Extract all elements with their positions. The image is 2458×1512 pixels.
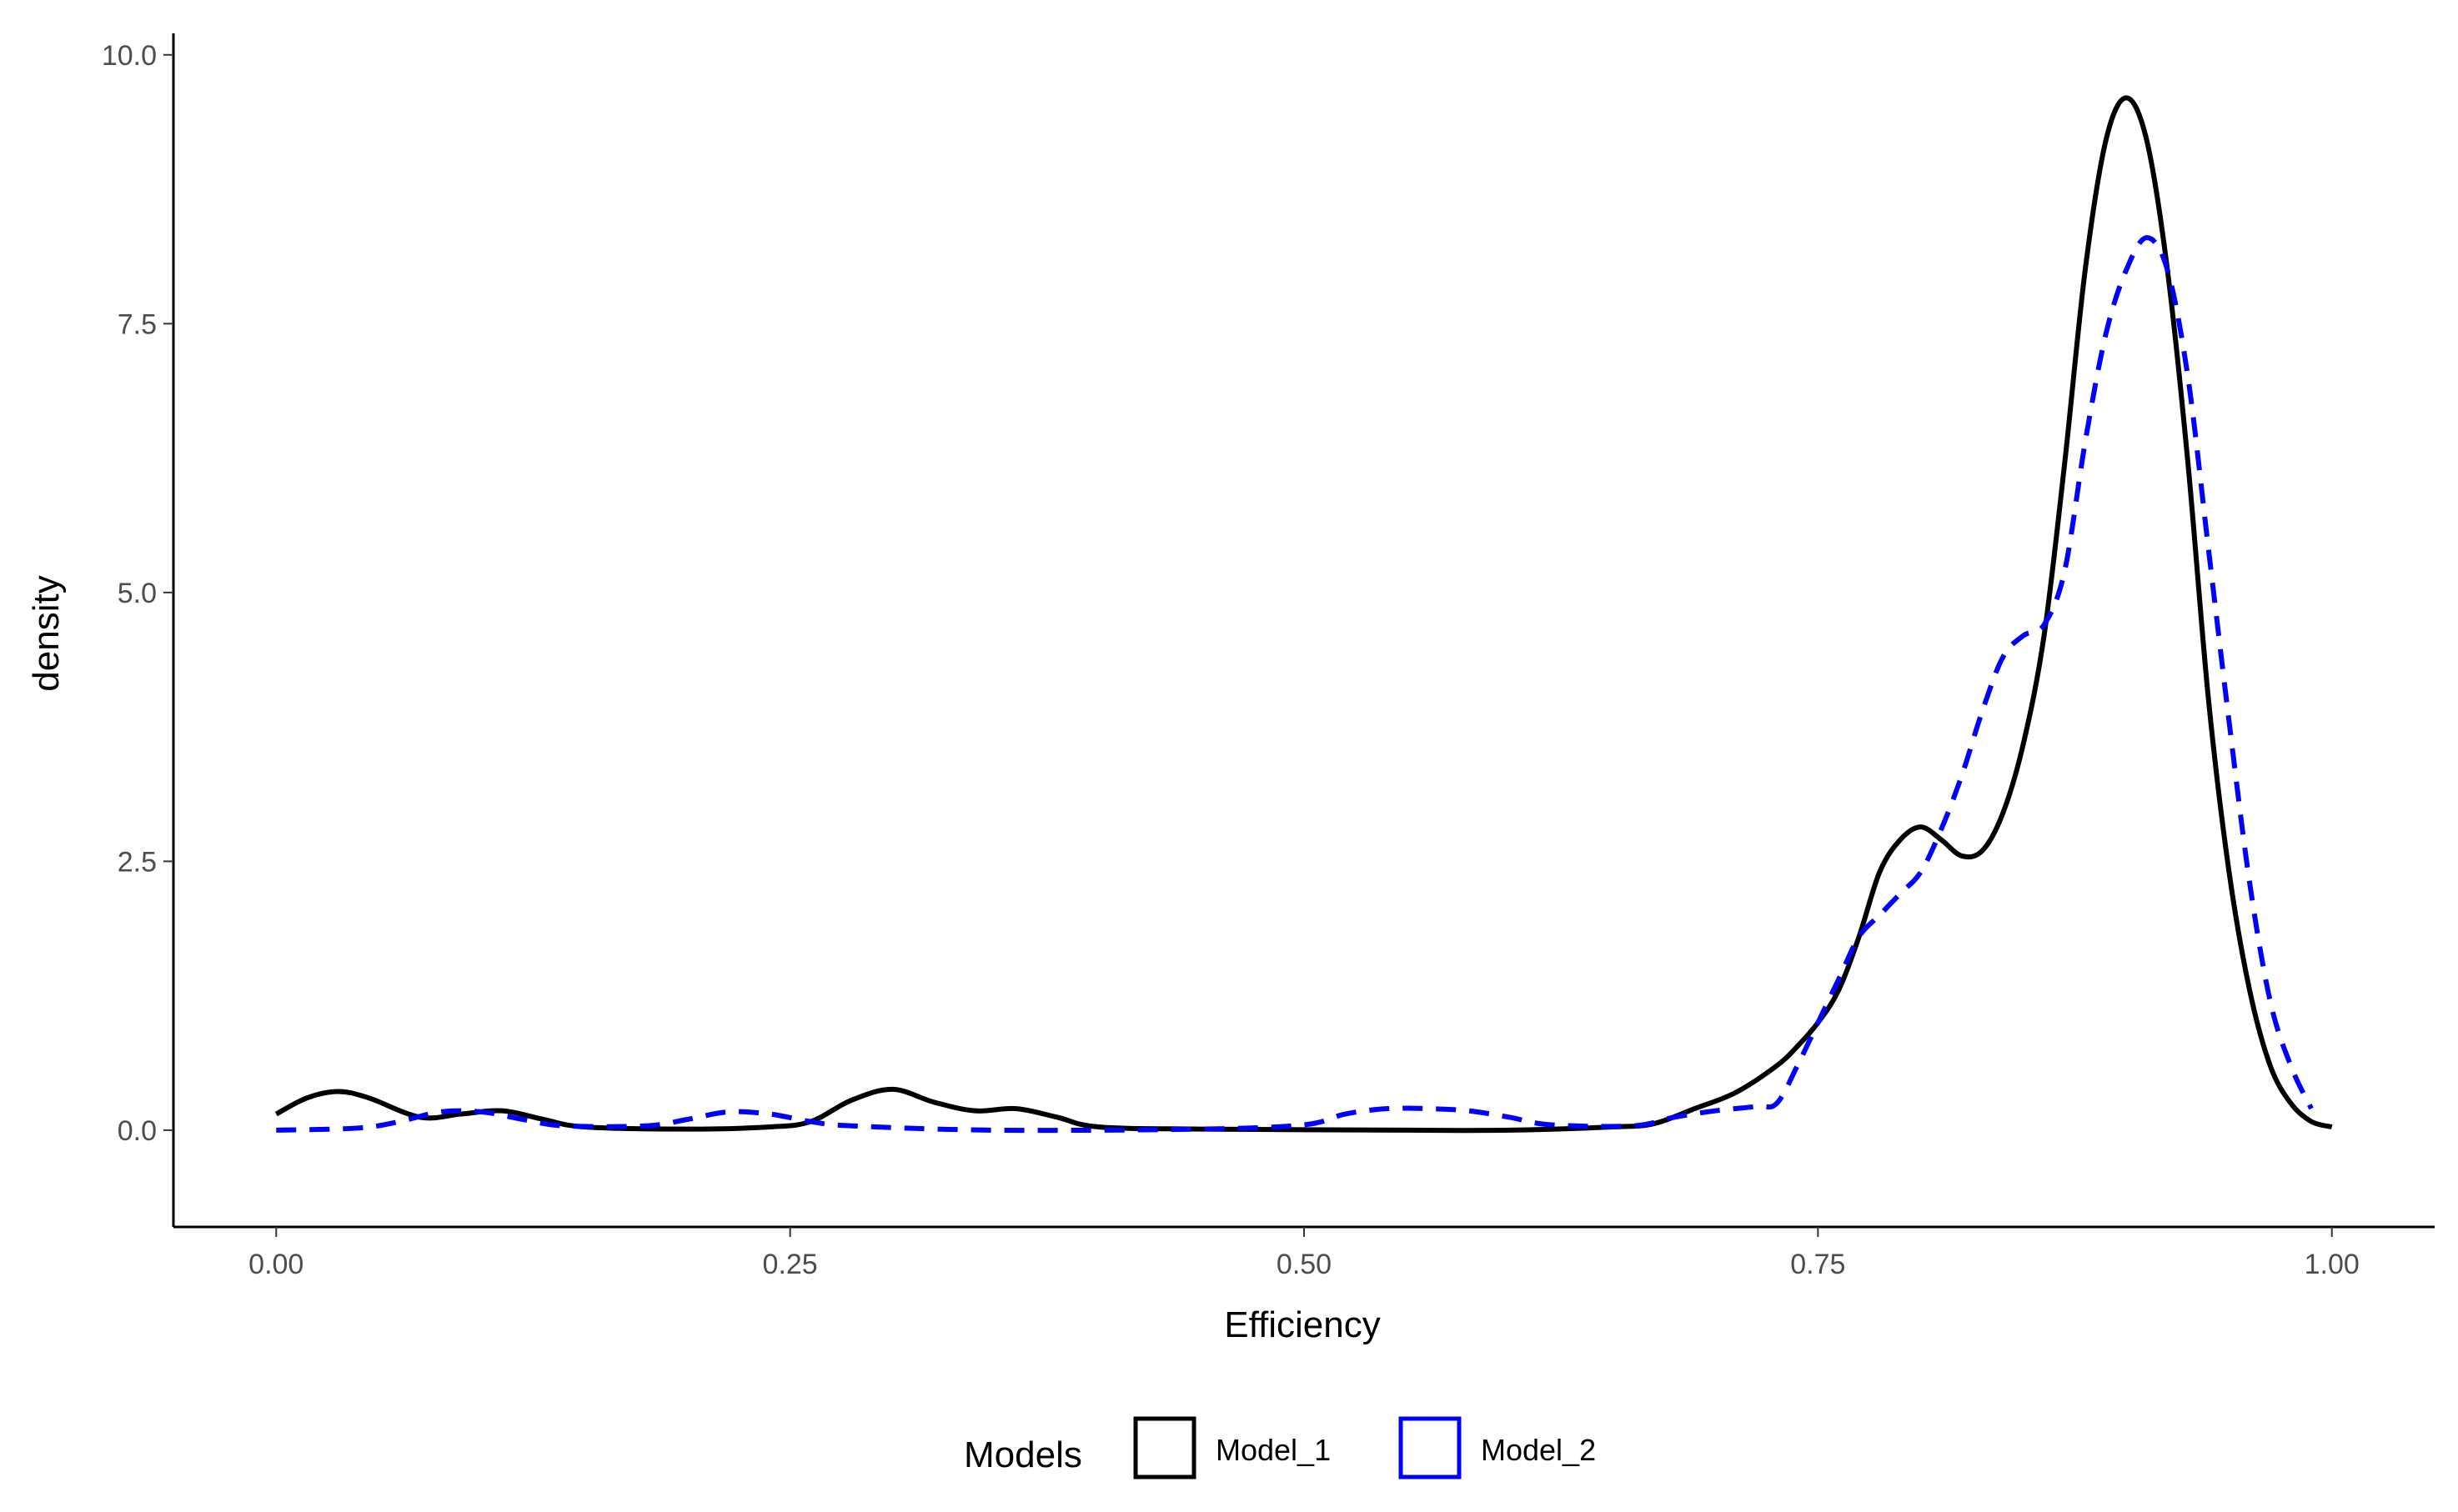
y-tick-label: 0.0 [118, 1115, 157, 1147]
y-tick-label: 10.0 [102, 40, 157, 72]
y-axis-ticks: 0.0 2.5 5.0 7.5 10.0 [102, 40, 173, 1147]
y-tick-label: 7.5 [118, 308, 157, 340]
legend: Models Model_1 Model_2 [964, 1416, 1596, 1479]
x-tick-label: 0.50 [1277, 1249, 1332, 1280]
x-tick-label: 0.25 [763, 1249, 818, 1280]
legend-key-model-2 [1398, 1416, 1462, 1479]
series-line-model-2 [276, 235, 2314, 1134]
x-axis-title: Efficiency [1224, 1304, 1381, 1345]
x-axis-ticks: 0.00 0.25 0.50 0.75 1.00 [248, 1227, 2360, 1280]
series-layer [274, 95, 2333, 1134]
x-tick-label: 0.00 [248, 1249, 303, 1280]
plot-area: 0.00 0.25 0.50 0.75 1.00 0.0 2.5 5.0 7.5 10.0 [102, 33, 2435, 1280]
y-tick-label: 5.0 [118, 578, 157, 609]
x-tick-label: 1.00 [2305, 1249, 2360, 1280]
y-tick-label: 2.5 [118, 846, 157, 878]
legend-title: Models [964, 1434, 1082, 1475]
legend-label-model-1: Model_1 [1216, 1433, 1331, 1467]
legend-label-model-2: Model_2 [1481, 1433, 1596, 1467]
legend-key-model-1 [1133, 1416, 1196, 1479]
legend-items: Model_1 Model_2 [1133, 1416, 1596, 1479]
y-axis-title: density [26, 575, 67, 691]
x-tick-label: 0.75 [1790, 1249, 1845, 1280]
